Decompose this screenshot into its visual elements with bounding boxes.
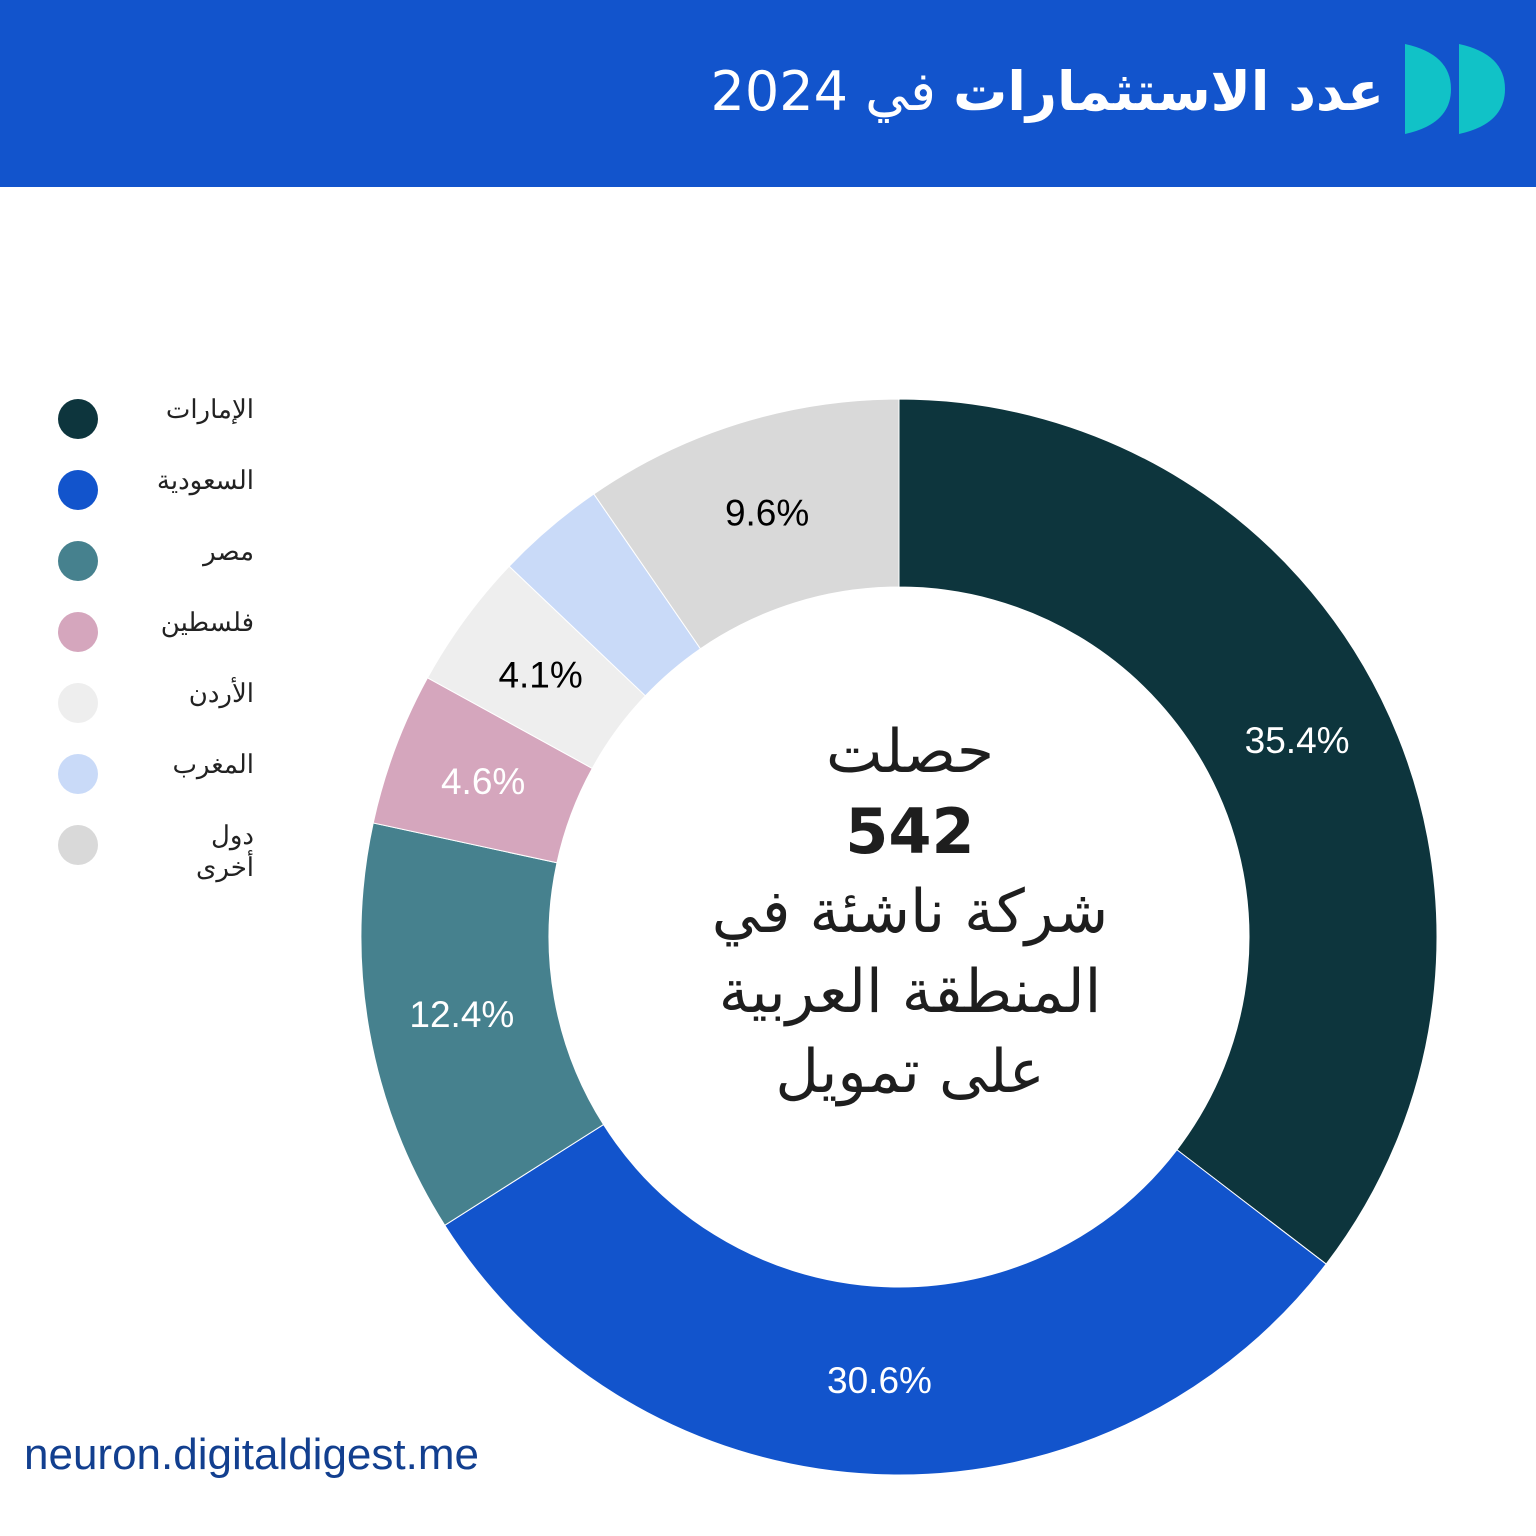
legend-label: دول أخرى bbox=[196, 821, 254, 883]
center-line-3: شركة ناشئة في bbox=[711, 877, 1109, 947]
center-caption: حصلت 542 شركة ناشئة في المنطقة العربية ع… bbox=[640, 712, 1180, 1112]
legend-label: المغرب bbox=[172, 750, 254, 780]
legend-item-other: دول أخرى bbox=[40, 814, 270, 883]
page-title: عدد الاستثمارات في 2024 bbox=[711, 52, 1384, 132]
legend-swatch bbox=[58, 541, 98, 581]
legend-label: الإمارات bbox=[165, 395, 254, 425]
slice-label: 30.6% bbox=[827, 1360, 932, 1401]
page-title-main: عدد الاستثمارات bbox=[953, 60, 1384, 123]
slice-label: 4.1% bbox=[498, 654, 582, 695]
legend-swatch bbox=[58, 683, 98, 723]
center-line-5: على تمويل bbox=[775, 1037, 1045, 1107]
donut-slice bbox=[898, 398, 1438, 1265]
legend-swatch bbox=[58, 754, 98, 794]
legend-label: الأردن bbox=[188, 679, 254, 709]
legend-item-egypt: مصر bbox=[40, 530, 270, 592]
legend-swatch bbox=[58, 470, 98, 510]
center-number: 542 bbox=[845, 795, 975, 868]
legend-swatch bbox=[58, 612, 98, 652]
footer-url: neuron.digitaldigest.me bbox=[24, 1430, 479, 1479]
header-bar: عدد الاستثمارات في 2024 bbox=[0, 0, 1536, 187]
legend-item-saudi: السعودية bbox=[40, 459, 270, 521]
slice-label: 35.4% bbox=[1245, 720, 1350, 761]
slice-label: 9.6% bbox=[725, 493, 809, 534]
legend-item-morocco: المغرب bbox=[40, 743, 270, 805]
legend-item-palestine: فلسطين bbox=[40, 601, 270, 663]
legend-item-jordan: الأردن bbox=[40, 672, 270, 734]
legend-label: السعودية bbox=[156, 466, 254, 496]
slice-label: 4.6% bbox=[441, 761, 525, 802]
center-line-1: حصلت bbox=[826, 717, 994, 787]
legend-swatch bbox=[58, 399, 98, 439]
legend-label: مصر bbox=[203, 537, 254, 567]
donut-slice bbox=[593, 398, 900, 650]
page-title-year: في 2024 bbox=[710, 60, 936, 123]
slice-label: 12.4% bbox=[409, 994, 514, 1035]
double-chevron-logo-icon bbox=[1405, 44, 1505, 134]
legend-item-uae: الإمارات bbox=[40, 388, 270, 450]
legend-label: فلسطين bbox=[160, 608, 254, 638]
legend-swatch bbox=[58, 825, 98, 865]
donut-slice bbox=[444, 1123, 1327, 1476]
center-line-4: المنطقة العربية bbox=[718, 957, 1102, 1027]
